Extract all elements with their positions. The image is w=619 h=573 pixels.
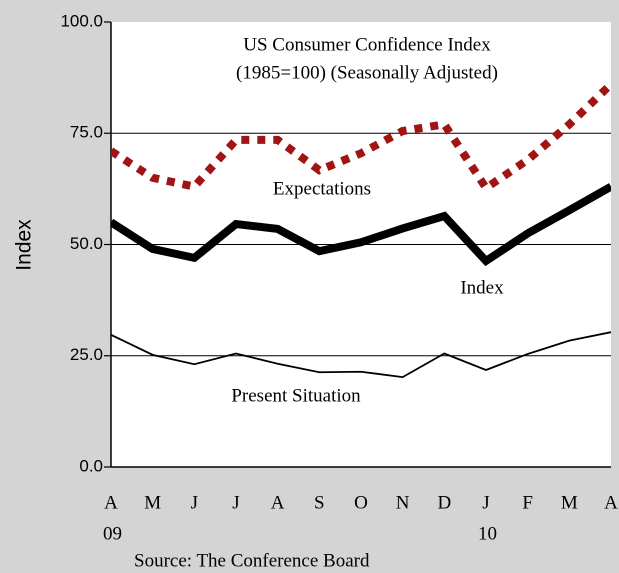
series-label: Expectations bbox=[273, 178, 371, 199]
x-year-label: 09 bbox=[103, 523, 122, 544]
x-tick-label: M bbox=[561, 492, 578, 513]
x-tick-label: O bbox=[354, 492, 368, 513]
series-label: Index bbox=[460, 277, 504, 298]
x-tick-label: D bbox=[437, 492, 451, 513]
x-year-label: 10 bbox=[478, 523, 497, 544]
x-tick-label: A bbox=[271, 492, 285, 513]
y-tick-label: 100.0 bbox=[60, 11, 103, 30]
y-tick-label: 50.0 bbox=[70, 234, 103, 253]
chart-title: US Consumer Confidence Index bbox=[243, 34, 491, 55]
series-line bbox=[111, 183, 611, 267]
y-axis-label: Index bbox=[13, 219, 36, 271]
y-tick-label: 25.0 bbox=[70, 345, 103, 364]
series-line bbox=[111, 81, 611, 194]
x-tick-label: J bbox=[232, 492, 239, 513]
x-tick-label: J bbox=[482, 492, 489, 513]
chart-subtitle: (1985=100) (Seasonally Adjusted) bbox=[236, 62, 498, 83]
x-tick-label: N bbox=[396, 492, 410, 513]
series-line bbox=[111, 331, 611, 379]
plot-lines bbox=[111, 81, 611, 379]
x-tick-label: A bbox=[604, 492, 618, 513]
series-label: Present Situation bbox=[231, 385, 361, 406]
x-tick-label: J bbox=[191, 492, 198, 513]
y-tick-label: 75.0 bbox=[70, 123, 103, 142]
source-note: Source: The Conference Board bbox=[134, 550, 370, 571]
x-tick-label: A bbox=[104, 492, 118, 513]
x-tick-label: F bbox=[522, 492, 533, 513]
x-tick-label: M bbox=[144, 492, 161, 513]
y-tick-label: 0.0 bbox=[79, 456, 103, 475]
x-tick-label: S bbox=[314, 492, 325, 513]
